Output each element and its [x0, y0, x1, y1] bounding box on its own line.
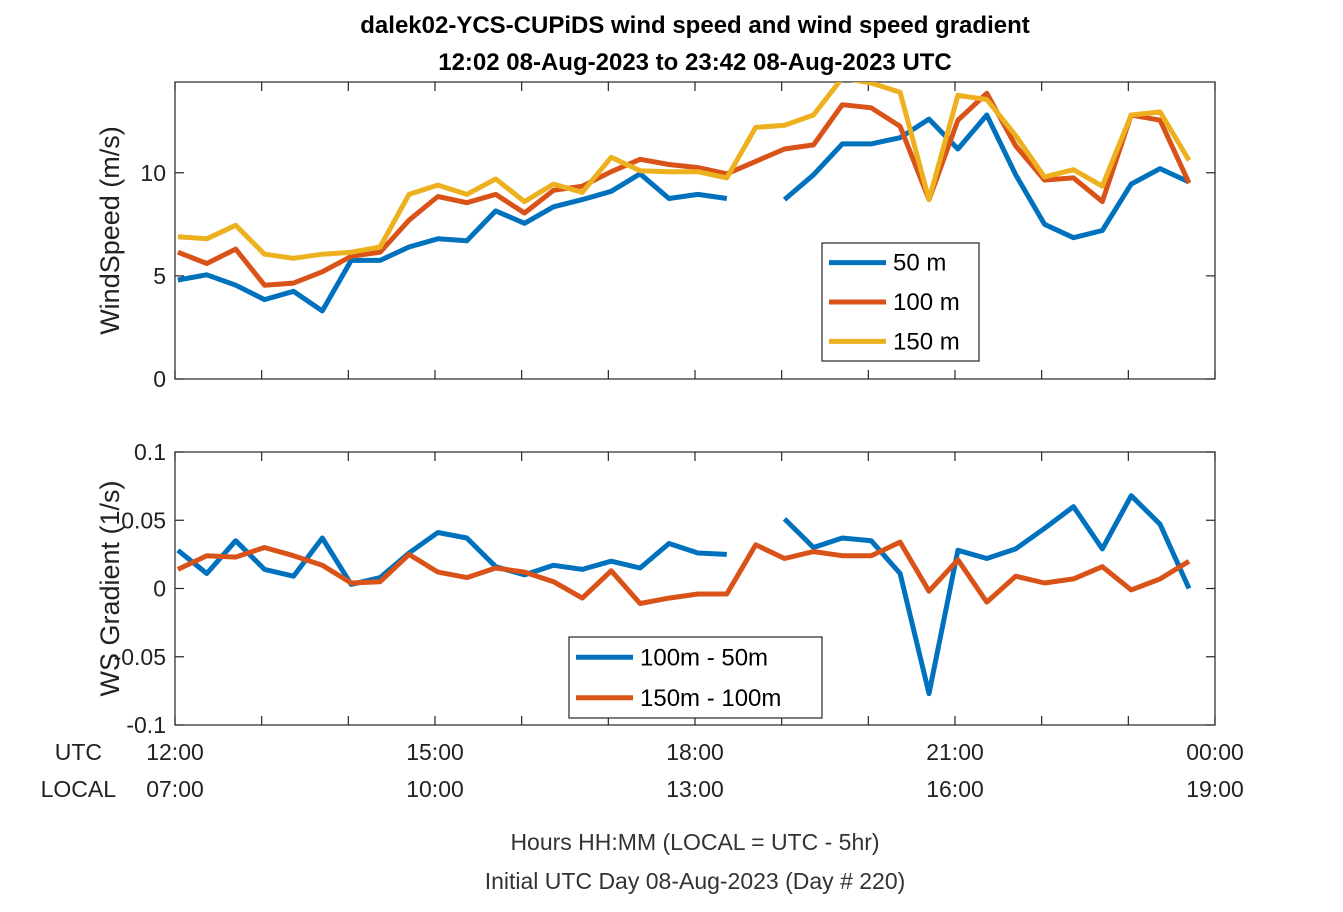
x-tick-label-utc: 15:00 — [406, 739, 464, 765]
legend-label-150m-100m: 150m - 100m — [640, 685, 781, 712]
legend-label-50-m: 50 m — [893, 250, 946, 277]
x-tick-label-utc: 21:00 — [926, 739, 984, 765]
legend: 100m - 50m 150m - 100m — [568, 636, 823, 719]
plot-area — [174, 81, 1216, 380]
x-tick-label-utc: 12:00 — [146, 739, 204, 765]
legend-label-100m-50m: 100m - 50m — [640, 644, 768, 671]
local-row-label: LOCAL — [41, 776, 117, 802]
gradient-panel: -0.1 -0.05 0 0.05 0.1 WS Gradient (1/s) 12:00 0… — [95, 439, 1244, 802]
x-tick-label-local: 10:00 — [406, 776, 464, 802]
series-line-150m-100m — [176, 539, 1191, 606]
figure-title-line2: 12:02 08-Aug-2023 to 23:42 08-Aug-2023 U… — [438, 49, 952, 76]
x-tick-label-local: 13:00 — [666, 776, 724, 802]
y-tick-label: 0.05 — [121, 507, 166, 533]
x-tick-label-local: 07:00 — [146, 776, 204, 802]
legend: 50 m 100 m 150 m — [821, 242, 980, 362]
y-tick-label: 10 — [140, 160, 166, 186]
footer-line2: Initial UTC Day 08-Aug-2023 (Day # 220) — [485, 868, 906, 894]
y-tick-label: 0 — [153, 576, 166, 602]
x-tick-label-local: 16:00 — [926, 776, 984, 802]
legend-label-150-m: 150 m — [893, 328, 960, 355]
figure-title-line1: dalek02-YCS-CUPiDS wind speed and wind s… — [360, 12, 1029, 39]
x-tick-label-local: 19:00 — [1186, 776, 1244, 802]
series-line-100-m — [176, 90, 1192, 288]
footer-line1: Hours HH:MM (LOCAL = UTC - 5hr) — [510, 829, 879, 855]
y-tick-label: 0.1 — [134, 439, 166, 465]
series-line-150-m — [177, 82, 1192, 261]
x-tick-label-utc: 00:00 — [1186, 739, 1244, 765]
x-tick-label-utc: 18:00 — [666, 739, 724, 765]
series-line-100m-50m — [176, 493, 1192, 697]
y-axis-label: WindSpeed (m/s) — [95, 126, 125, 335]
legend-box — [568, 636, 823, 719]
y-axis-label: WS Gradient (1/s) — [95, 480, 125, 696]
y-tick-label: 0 — [153, 366, 166, 392]
y-tick-label: -0.1 — [126, 712, 166, 738]
y-tick-label: -0.05 — [114, 644, 166, 670]
windspeed-panel: 0 5 10 WindSpeed (m/s) 50 m 100 m 150 m — [95, 81, 1216, 392]
series-line-50-m — [177, 112, 1191, 314]
utc-row-label: UTC — [55, 739, 102, 765]
legend-label-100-m: 100 m — [893, 289, 960, 316]
y-tick-label: 5 — [153, 263, 166, 289]
